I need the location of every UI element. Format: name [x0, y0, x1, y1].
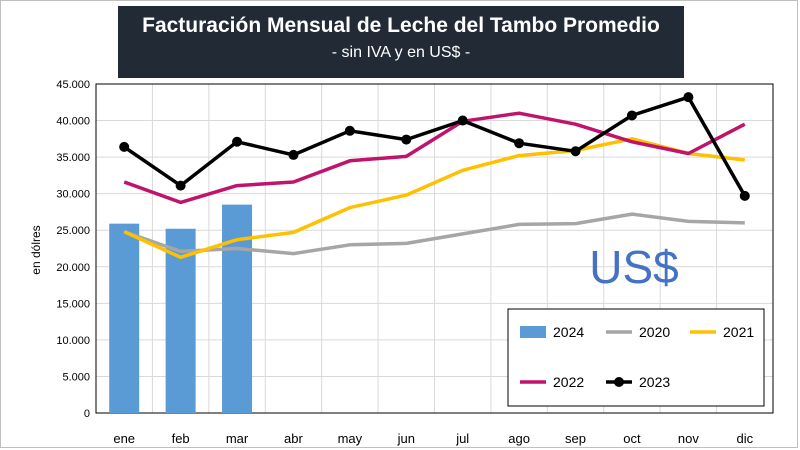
x-tick-label: mar	[226, 431, 249, 446]
legend-label-2021: 2021	[723, 324, 754, 340]
legend-label-2020: 2020	[639, 324, 670, 340]
x-tick-label: may	[338, 431, 363, 446]
line-2022	[123, 111, 746, 205]
x-axis-ticks: ene feb mar abr may jun jul ago sep oct nov dic	[113, 431, 753, 446]
legend-swatch-2024	[520, 326, 546, 338]
marker-2023-oct	[626, 110, 637, 121]
y-tick-label: 30.000	[56, 189, 90, 201]
line-2020	[123, 212, 745, 256]
line-2021	[123, 137, 746, 260]
marker-2023-ene	[119, 141, 130, 152]
y-tick-label: 0	[84, 408, 90, 420]
marker-2023-sep	[570, 146, 581, 157]
legend-label-2023: 2023	[639, 374, 670, 390]
x-tick-label: sep	[565, 431, 586, 446]
marker-2023-jul	[457, 115, 468, 126]
marker-2023-feb	[175, 180, 186, 191]
legend-marker-2023	[614, 377, 624, 387]
bar-2024-feb	[165, 228, 196, 413]
title-banner: Facturación Mensual de Leche del Tambo P…	[118, 6, 684, 78]
marker-2023-jun	[401, 134, 412, 145]
currency-watermark: US$	[589, 241, 678, 293]
legend-box	[507, 308, 765, 407]
bar-2024-ene	[109, 223, 140, 413]
line-2023	[123, 95, 747, 197]
y-tick-label: 40.000	[56, 116, 90, 128]
marker-2023-nov	[683, 92, 694, 103]
x-tick-label: dic	[736, 431, 753, 446]
x-tick-label: oct	[623, 431, 641, 446]
marker-2023-may	[344, 125, 355, 136]
legend-label-2024: 2024	[553, 324, 584, 340]
y-axis-ticks: 0 5.000 10.000 15.000 20.000 25.000 30.000 35.0…	[56, 79, 90, 420]
x-tick-label: abr	[284, 431, 303, 446]
y-tick-label: 20.000	[56, 262, 90, 274]
x-tick-label: feb	[172, 431, 190, 446]
y-tick-label: 35.000	[56, 152, 90, 164]
marker-2023-mar	[232, 136, 243, 147]
y-tick-label: 45.000	[56, 79, 90, 91]
x-tick-label: nov	[678, 431, 699, 446]
y-tick-label: 15.000	[56, 298, 90, 310]
y-tick-label: 5.000	[62, 371, 90, 383]
x-tick-label: jul	[455, 431, 469, 446]
marker-2023-ago	[514, 138, 525, 149]
y-tick-label: 10.000	[56, 335, 90, 347]
marker-2023-dic	[739, 190, 750, 201]
legend: 2024 2020 2021 2022 2023	[507, 308, 765, 407]
y-axis-title: en dólres	[29, 225, 43, 274]
bar-2024-mar	[222, 204, 253, 413]
legend-label-2022: 2022	[553, 374, 584, 390]
y-tick-label: 25.000	[56, 225, 90, 237]
marker-2023-abr	[288, 149, 299, 160]
chart-subtitle: - sin IVA y en US$ -	[331, 44, 471, 61]
x-tick-label: ago	[508, 431, 530, 446]
chart-title: Facturación Mensual de Leche del Tambo P…	[142, 14, 660, 37]
line-series	[119, 92, 750, 260]
plot-area-border	[95, 83, 774, 414]
x-tick-label: jun	[397, 431, 415, 446]
x-tick-label: ene	[113, 431, 135, 446]
